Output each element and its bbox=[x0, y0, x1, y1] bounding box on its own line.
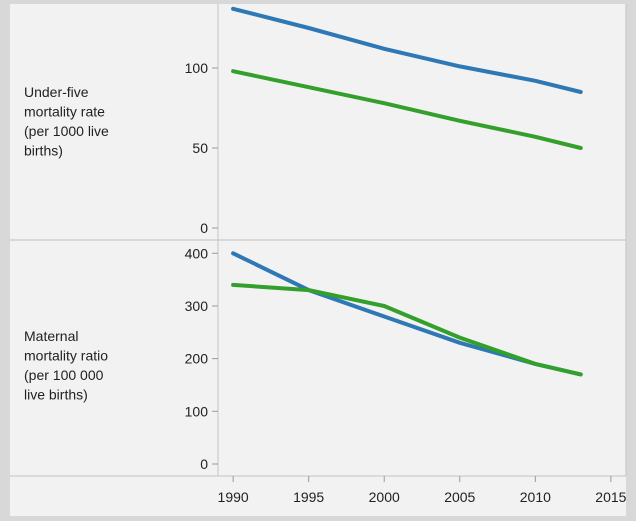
row-label-line: births) bbox=[24, 143, 63, 159]
x-tick-label: 2005 bbox=[444, 489, 475, 505]
y-tick-label: 400 bbox=[185, 245, 209, 261]
x-tick-label: 2015 bbox=[595, 489, 626, 505]
x-tick-label: 2010 bbox=[520, 489, 551, 505]
panel-background-top bbox=[10, 4, 626, 240]
x-tick-label: 2000 bbox=[369, 489, 400, 505]
x-tick-label: 1995 bbox=[293, 489, 324, 505]
series-line bbox=[231, 282, 583, 377]
y-tick-label: 0 bbox=[200, 220, 208, 236]
x-axis-background bbox=[10, 476, 626, 516]
series-line bbox=[231, 69, 583, 150]
row-label-line: mortality rate bbox=[24, 104, 105, 120]
y-tick-label: 300 bbox=[185, 298, 209, 314]
row-label-line: (per 100 000 bbox=[24, 367, 104, 383]
y-tick-label: 100 bbox=[185, 60, 209, 76]
row-label-line: live births) bbox=[24, 387, 88, 403]
y-tick-label: 50 bbox=[192, 140, 208, 156]
row-label-line: Maternal bbox=[24, 328, 78, 344]
series-line bbox=[231, 6, 583, 94]
x-tick-label: 1990 bbox=[218, 489, 249, 505]
row-label-line: Under-five bbox=[24, 84, 89, 100]
y-tick-label: 100 bbox=[185, 403, 209, 419]
row-label-line: mortality ratio bbox=[24, 348, 108, 364]
y-tick-label: 200 bbox=[185, 351, 209, 367]
row-label-line: (per 1000 live bbox=[24, 123, 109, 139]
y-tick-label: 0 bbox=[200, 456, 208, 472]
